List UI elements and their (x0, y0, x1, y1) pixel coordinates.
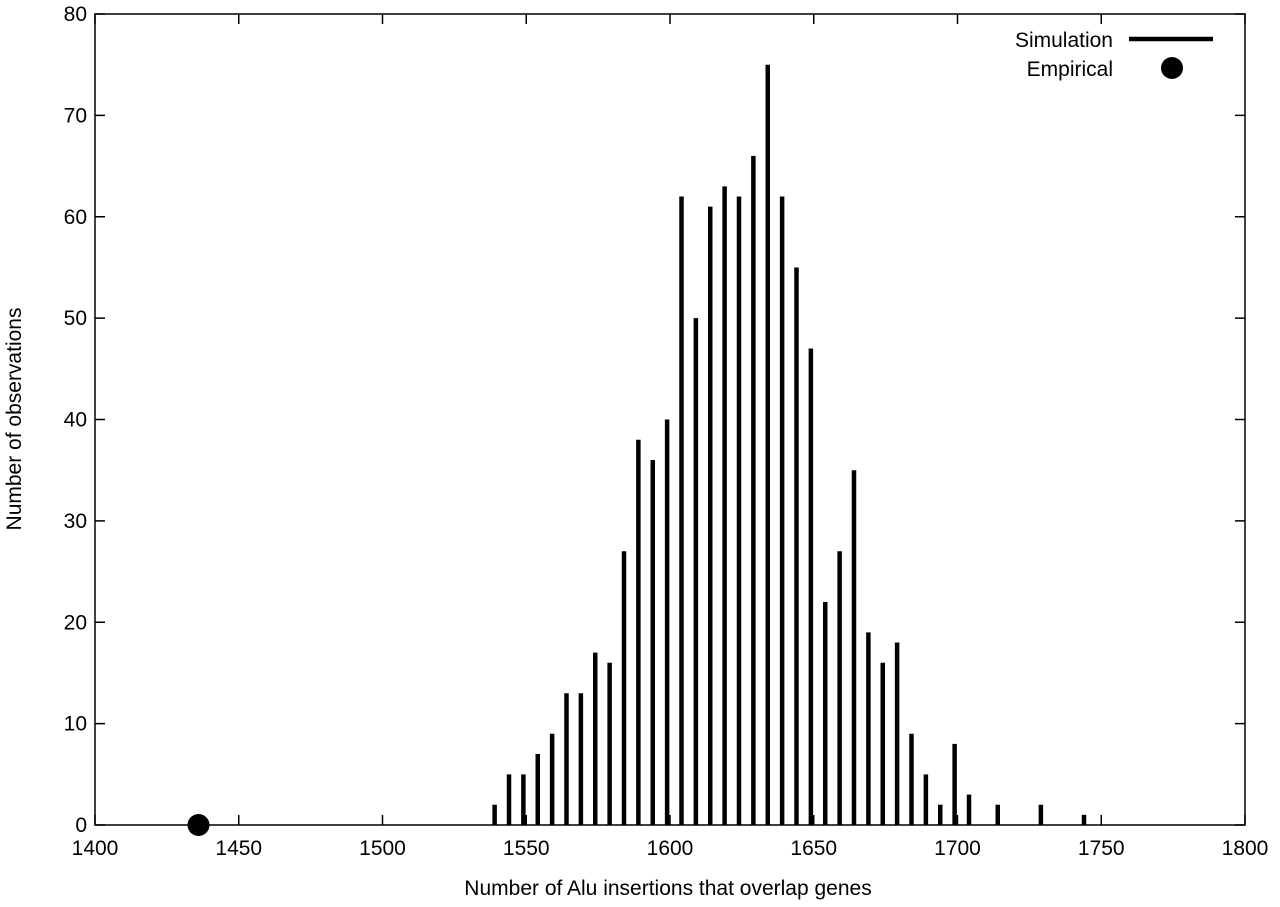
plot-area: 1400 1450 1500 1550 1600 1650 1700 1750 1800 0 10 2… (64, 3, 1269, 860)
y-tick-label: 0 (75, 814, 87, 837)
y-axis-title: Number of observations (3, 308, 26, 531)
y-tick-label: 50 (64, 307, 87, 330)
x-axis-title: Number of Alu insertions that overlap ge… (464, 877, 871, 900)
y-tick-label: 70 (64, 104, 87, 127)
x-tick-label: 1550 (503, 837, 550, 860)
empirical-point (187, 814, 210, 836)
legend-label-simulation: Simulation (1015, 29, 1113, 52)
x-tick-label: 1450 (215, 837, 262, 860)
y-tick-label: 80 (64, 3, 87, 26)
legend-label-empirical: Empirical (1027, 58, 1113, 81)
x-tick-label: 1650 (790, 837, 837, 860)
y-tick-label: 60 (64, 206, 87, 229)
x-tick-label: 1500 (359, 837, 406, 860)
x-tick-label: 1400 (72, 837, 119, 860)
y-tick-label: 30 (64, 510, 87, 533)
x-tick-label: 1800 (1222, 837, 1269, 860)
plot-frame (94, 13, 1246, 826)
y-tick-label: 10 (64, 713, 87, 736)
x-tick-label: 1700 (934, 837, 981, 860)
y-tick-label: 40 (64, 409, 87, 432)
x-tick-label: 1750 (1078, 837, 1125, 860)
legend-swatch-empirical (1161, 57, 1183, 79)
x-tick-label: 1600 (647, 837, 694, 860)
y-tick-label: 20 (64, 611, 87, 634)
